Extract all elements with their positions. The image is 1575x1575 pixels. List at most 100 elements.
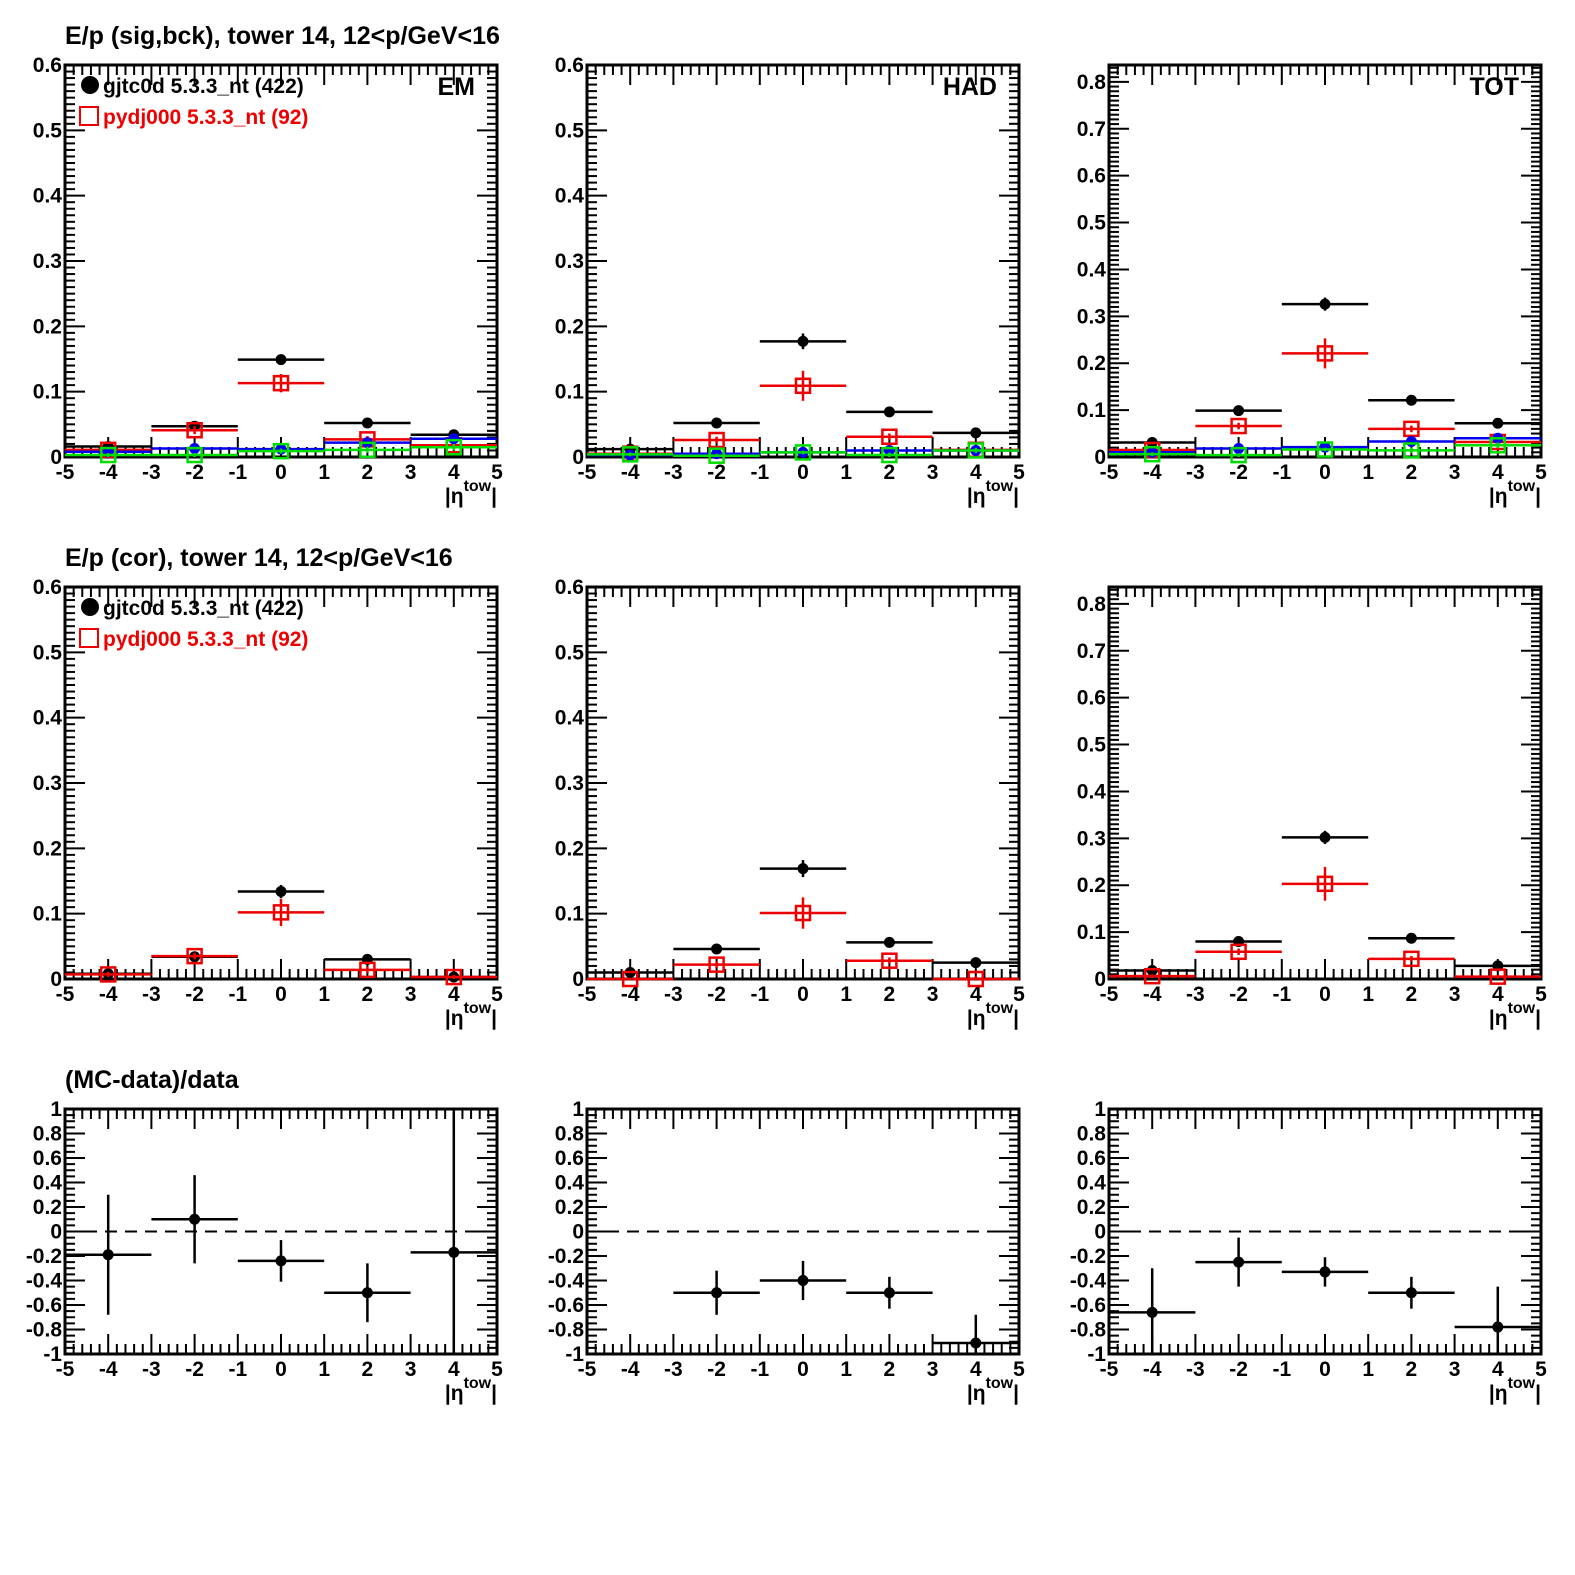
y-tick-label: -0.8 <box>26 1319 63 1342</box>
y-axis: 0 0.1 0.2 0.3 0.4 0.5 0.6 <box>555 54 1019 469</box>
data-point <box>970 1337 982 1349</box>
legend-label: gjtc0d 5.3.3_nt (422) <box>103 597 304 620</box>
data-point <box>797 335 809 347</box>
x-axis: -5 -4 -3 -2 -1 0 1 2 3 4 5|ηtow| <box>578 65 1025 508</box>
x-tick-label: 4 <box>448 983 460 1006</box>
y-tick-label: 0.8 <box>33 1123 63 1146</box>
x-tick-label: 2 <box>884 983 896 1006</box>
data-point <box>711 943 723 955</box>
y-tick-label: -1 <box>565 1343 584 1366</box>
y-tick-label: 0.4 <box>33 185 63 208</box>
y-tick-label: 0.2 <box>555 315 584 338</box>
y-tick-label: 0.3 <box>555 250 584 273</box>
x-tick-label: -4 <box>1143 1358 1162 1381</box>
x-tick-label: 5 <box>491 1358 503 1381</box>
x-tick-label: 2 <box>362 1358 374 1381</box>
y-tick-label: -0.2 <box>26 1245 62 1268</box>
x-tick-label: -5 <box>1100 461 1119 484</box>
x-tick-label: -2 <box>185 461 204 484</box>
x-tick-label: -4 <box>99 983 118 1006</box>
y-tick-label: 0.5 <box>1077 734 1107 757</box>
y-axis: -1-0.8-0.6-0.4-0.200.20.40.60.81 <box>548 1098 1019 1366</box>
y-tick-label: 1 <box>1094 1098 1106 1121</box>
x-tick-label: 0 <box>275 1358 287 1381</box>
data-point <box>1405 436 1417 448</box>
y-tick-label: 0.8 <box>555 1123 585 1146</box>
data-point <box>708 956 725 973</box>
series-pydj000 <box>587 897 1019 988</box>
x-tick-label: 4 <box>1492 983 1504 1006</box>
x-tick-label: -1 <box>228 1358 247 1381</box>
data-point <box>708 447 725 464</box>
data-point <box>1489 968 1507 985</box>
x-tick-label: 0 <box>1319 1358 1331 1381</box>
y-tick-label: -1 <box>1087 1343 1106 1366</box>
data-point <box>1233 405 1245 417</box>
x-tick-label: -3 <box>1186 1358 1205 1381</box>
y-tick-label: 0.1 <box>33 903 63 926</box>
data-point <box>272 442 290 460</box>
y-tick-label: 0 <box>572 968 584 991</box>
y-tick-label: 0.5 <box>33 119 63 142</box>
y-tick-label: 0.1 <box>555 903 585 926</box>
series-ratio <box>65 1109 497 1354</box>
x-tick-label: -1 <box>750 461 769 484</box>
x-tick-label: 4 <box>970 983 982 1006</box>
x-axis-label: |ηtow| <box>1489 1000 1541 1030</box>
data-point <box>445 968 463 986</box>
y-tick-label: 0.5 <box>555 641 585 664</box>
y-tick-label: 0.6 <box>1077 1147 1106 1170</box>
x-tick-label: -2 <box>1229 461 1248 484</box>
x-tick-label: -1 <box>750 1358 769 1381</box>
x-tick-label: 3 <box>927 983 939 1006</box>
legend-label: pydj000 5.3.3_nt (92) <box>103 628 308 651</box>
x-tick-label: 4 <box>970 1358 982 1381</box>
x-tick-label: 1 <box>318 983 330 1006</box>
y-tick-label: 0.4 <box>555 185 585 208</box>
x-tick-label: -5 <box>56 1358 75 1381</box>
x-tick-label: -1 <box>228 461 247 484</box>
data-point <box>1492 417 1504 429</box>
data-point <box>272 374 290 392</box>
y-tick-label: 0.6 <box>555 1147 584 1170</box>
y-tick-label: 0.7 <box>1077 640 1106 663</box>
x-tick-label: -2 <box>707 1358 726 1381</box>
y-tick-label: 0.4 <box>33 1172 63 1195</box>
y-tick-label: 0.6 <box>555 576 584 599</box>
series-pydj000-bck <box>1109 437 1541 464</box>
y-tick-label: 0.8 <box>1077 593 1107 616</box>
x-tick-label: 3 <box>1449 1358 1461 1381</box>
y-tick-label: 0 <box>1094 1221 1106 1244</box>
y-tick-label: 0.6 <box>33 54 62 77</box>
x-tick-label: -2 <box>707 983 726 1006</box>
x-axis: -5 -4 -3 -2 -1 0 1 2 3 4 5|ηtow| <box>578 1109 1025 1405</box>
x-tick-label: -1 <box>228 983 247 1006</box>
series-ratio <box>1109 1237 1541 1354</box>
x-tick-label: 4 <box>448 461 460 484</box>
data-point <box>445 438 463 456</box>
data-point <box>883 936 895 948</box>
data-point <box>1143 445 1161 463</box>
data-point <box>1319 831 1331 843</box>
x-tick-label: 2 <box>1406 1358 1418 1381</box>
data-point <box>1405 1287 1417 1299</box>
data-point <box>189 1213 201 1225</box>
legend-label: pydj000 5.3.3_nt (92) <box>103 106 308 129</box>
x-axis-label: |ηtow| <box>445 1375 497 1405</box>
x-tick-label: 1 <box>840 983 852 1006</box>
data-point <box>275 885 287 897</box>
x-tick-label: -1 <box>750 983 769 1006</box>
x-tick-label: -5 <box>56 461 75 484</box>
y-tick-label: 0.2 <box>1077 874 1106 897</box>
y-axis: 0 0.1 0.2 0.3 0.4 0.5 0.6 <box>555 576 1019 991</box>
y-tick-label: -0.2 <box>548 1245 584 1268</box>
x-tick-label: -3 <box>1186 983 1205 1006</box>
data-point <box>275 1255 287 1267</box>
y-tick-label: 0.4 <box>33 707 63 730</box>
x-tick-label: 2 <box>884 461 896 484</box>
data-point <box>1230 943 1247 961</box>
y-tick-label: 0.6 <box>1077 165 1106 188</box>
y-tick-label: 0.1 <box>555 381 585 404</box>
x-tick-label: 1 <box>1362 983 1374 1006</box>
